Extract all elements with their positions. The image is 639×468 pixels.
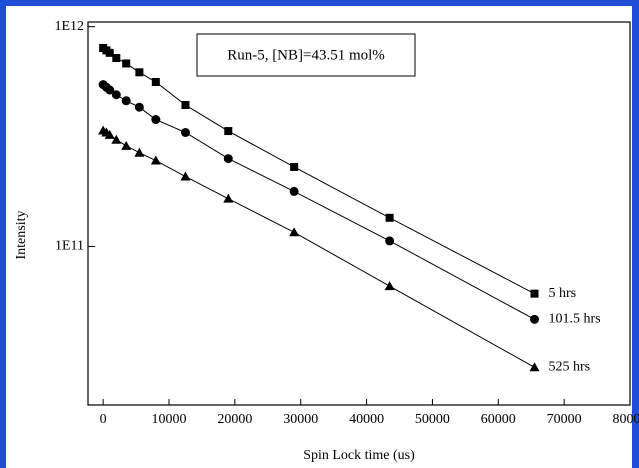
circle-marker: [111, 90, 121, 100]
frame-left: [0, 0, 6, 468]
x-tick-label: 30000: [283, 412, 318, 427]
square-marker: [151, 78, 160, 87]
circle-marker: [289, 186, 299, 196]
x-axis-label: Spin Lock time (us): [303, 448, 415, 463]
circle-marker: [385, 236, 395, 246]
square-marker: [112, 54, 121, 63]
triangle-marker: [384, 281, 395, 291]
frame-top: [0, 0, 639, 6]
triangle-marker: [180, 171, 191, 181]
circle-marker: [121, 96, 131, 106]
x-tick-label: 50000: [415, 412, 450, 427]
circle-marker: [180, 127, 190, 137]
triangle-marker: [104, 129, 115, 139]
triangle-marker: [134, 147, 145, 157]
triangle-marker: [121, 140, 132, 150]
triangle-marker: [223, 193, 234, 203]
triangle-marker: [289, 227, 300, 237]
x-tick-label: 20000: [217, 412, 252, 427]
chart-title: Run-5, [NB]=43.51 mol%: [227, 47, 385, 63]
square-marker: [135, 68, 144, 77]
circle-marker: [151, 115, 161, 125]
y-tick-label: 1E11: [55, 239, 84, 254]
y-axis-label: Intensity: [14, 211, 29, 260]
frame-right: [632, 0, 639, 468]
y-tick-label: 1E12: [54, 19, 84, 34]
circle-marker: [223, 154, 233, 164]
square-marker: [105, 48, 114, 57]
triangle-marker: [111, 134, 122, 144]
square-marker: [181, 101, 190, 110]
x-tick-label: 60000: [481, 412, 516, 427]
circle-marker: [530, 314, 540, 324]
plot-frame: [87, 21, 631, 406]
title-box: [196, 33, 416, 77]
circle-marker: [105, 85, 115, 95]
x-tick-label: 70000: [547, 412, 582, 427]
square-marker: [224, 127, 233, 136]
square-marker: [122, 59, 131, 68]
x-tick-label: 0: [100, 412, 107, 427]
triangle-marker: [529, 362, 540, 372]
square-marker: [385, 213, 394, 222]
triangle-marker: [150, 155, 161, 165]
x-tick-label: 40000: [349, 412, 384, 427]
series-label: 525 hrs: [549, 360, 591, 375]
x-tick-label: 80000: [613, 412, 639, 427]
x-tick-label: 10000: [152, 412, 187, 427]
circle-marker: [134, 102, 144, 112]
series-label: 5 hrs: [549, 286, 577, 301]
square-marker: [530, 289, 539, 298]
square-marker: [290, 162, 299, 171]
series-label: 101.5 hrs: [549, 312, 601, 327]
